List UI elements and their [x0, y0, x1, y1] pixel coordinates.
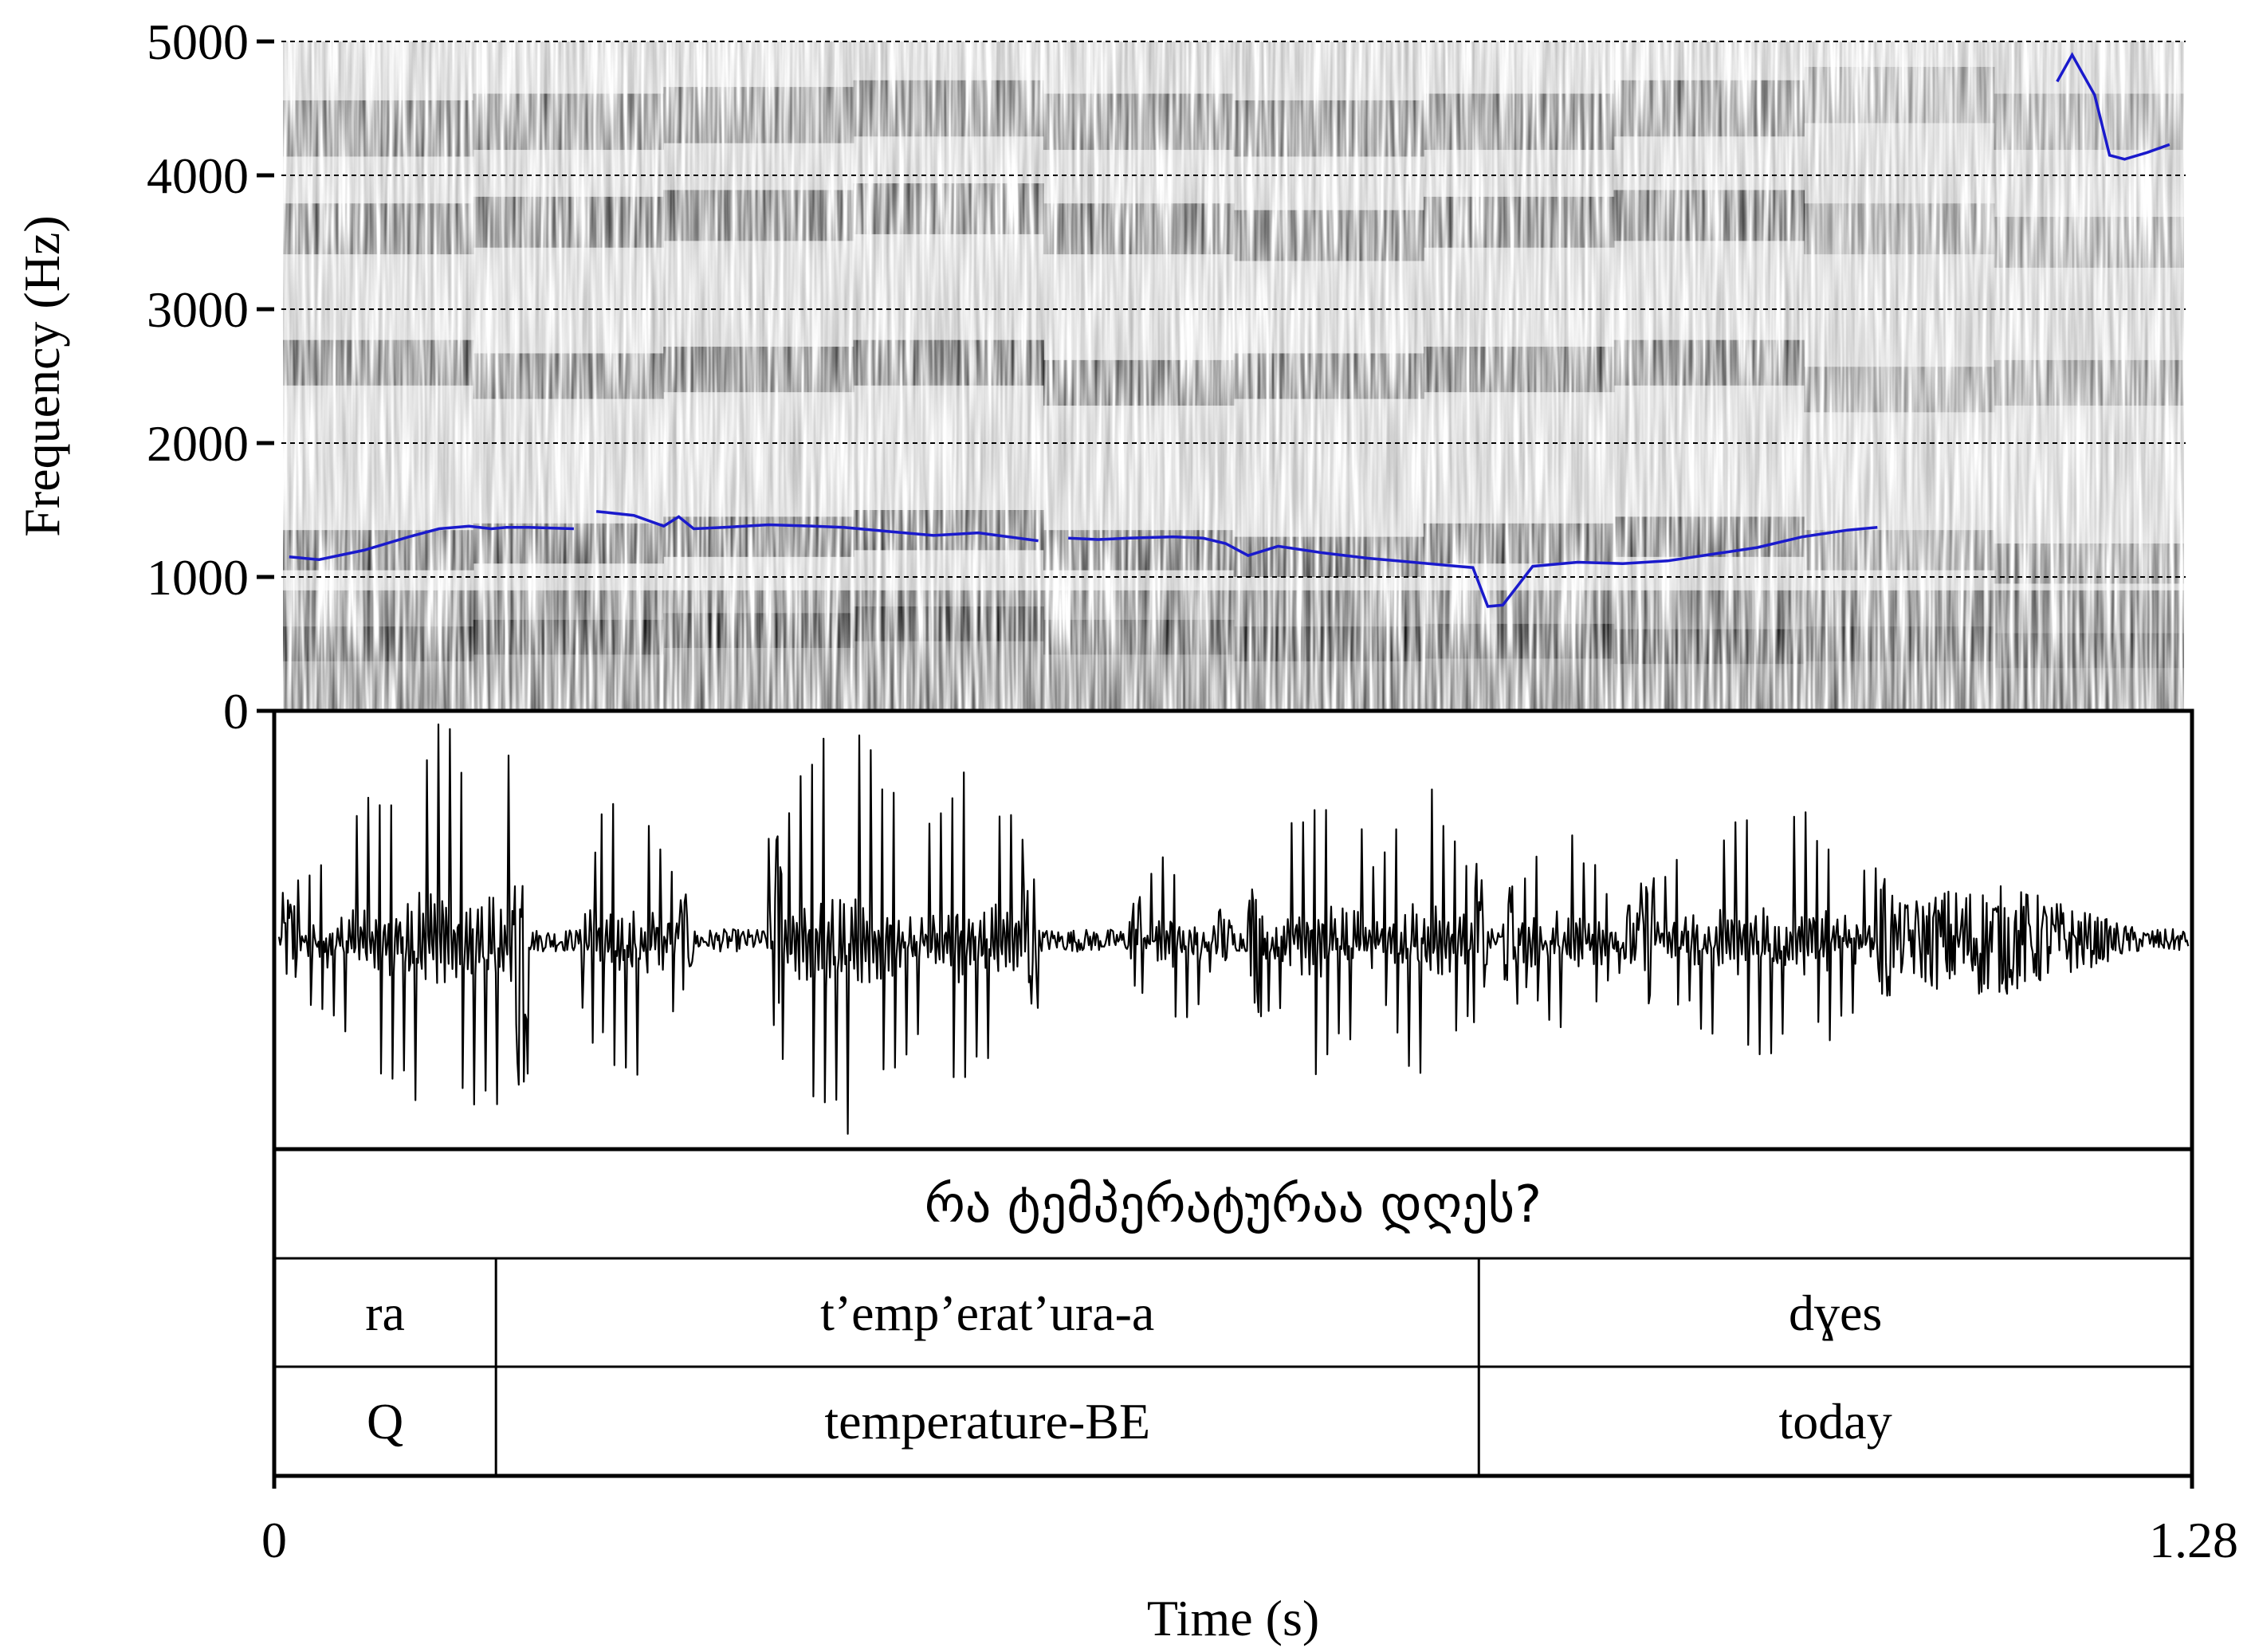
transcription-interval-text: ra [365, 1285, 405, 1341]
formant-band-f5 [473, 93, 664, 151]
formant-band-f4 [1043, 203, 1235, 255]
time-axis-end-label: 1.28 [2149, 1512, 2238, 1568]
formant-band-f3 [1994, 359, 2184, 406]
frequency-tick-label: 3000 [147, 281, 249, 338]
formant-band-f5 [1804, 66, 1995, 124]
formant-band-f2 [1804, 530, 1995, 571]
frequency-gridlines [281, 41, 2186, 578]
formant-band-f2 [1233, 536, 1424, 577]
spectrogram-panel: 0 1000 2000 3000 4000 5000 Frequency (Hz) [14, 14, 2186, 740]
frequency-axis: 0 1000 2000 3000 4000 5000 [147, 14, 274, 740]
formant-band-f2 [473, 523, 664, 564]
formant-band-f3 [1043, 359, 1235, 406]
tiers-frame [272, 1147, 2194, 1478]
formant-band-f3 [663, 347, 854, 393]
time-axis: 0 1.28 Time (s) [261, 1476, 2238, 1646]
formant-band-f5 [283, 100, 474, 157]
formant-band-f2 [283, 530, 474, 571]
formant-band-f4 [283, 203, 474, 255]
frequency-tick-label: 0 [223, 683, 249, 740]
formant-band-f3 [1804, 367, 1995, 413]
formant-band-f4 [1994, 217, 2184, 268]
waveform-panel [272, 708, 2194, 1152]
formant-band-f3 [283, 339, 474, 386]
formant-band-f4 [663, 190, 854, 241]
transcription-interval-text: dɣes [1789, 1285, 1882, 1341]
annotation-tiers: რა ტემპერატურაა დღეს? ra t’emp’erat’ura-a… [272, 1147, 2194, 1478]
spectrogram-energy [283, 41, 2184, 711]
frequency-tick-label: 4000 [147, 147, 249, 204]
formant-band-f3 [1424, 347, 1615, 393]
formant-band-f5 [1424, 93, 1615, 151]
pitch-track-segment [289, 524, 574, 561]
formant-band-f3 [1233, 353, 1424, 399]
pitch-track [289, 52, 2170, 608]
formant-band-f2 [1424, 523, 1615, 564]
formant-band-f4 [1613, 190, 1805, 241]
formant-band-f5 [663, 87, 854, 143]
transcription-interval-text: t’emp’erat’ura-a [820, 1285, 1154, 1341]
frequency-axis-label: Frequency (Hz) [14, 215, 70, 536]
low-frequency-energy [283, 590, 2184, 711]
pitch-track-segment [595, 509, 1039, 543]
formant-band-f2 [1043, 530, 1235, 571]
formant-band-f3 [1613, 339, 1805, 386]
formant-band-f5 [1994, 93, 2184, 151]
formant-band-f4 [1233, 210, 1424, 261]
formant-band-f2 [663, 516, 854, 557]
formant-band-f3 [473, 353, 664, 399]
formant-band-f2 [1613, 516, 1805, 557]
formant-band-f5 [1233, 100, 1424, 157]
frequency-tick-label: 2000 [147, 415, 249, 472]
formant-band-f5 [1613, 80, 1805, 137]
formant-band-f4 [1424, 196, 1615, 248]
gloss-interval-text: Q [367, 1393, 403, 1450]
formant-band-f4 [853, 183, 1044, 234]
formant-band-f4 [473, 196, 664, 248]
sentence-text: რა ტემპერატურაა დღეს? [925, 1175, 1542, 1234]
formant-band-f5 [1043, 93, 1235, 151]
time-axis-start-label: 0 [261, 1512, 287, 1568]
frequency-tick-label: 1000 [147, 549, 249, 606]
time-axis-label: Time (s) [1147, 1590, 1319, 1646]
formant-band-f3 [853, 339, 1044, 386]
pitch-track-segment [2056, 52, 2170, 161]
pitch-track-segment [1068, 526, 1878, 608]
frequency-tick-label: 5000 [147, 14, 249, 70]
gloss-interval-text: today [1779, 1393, 1892, 1450]
gloss-interval-text: temperature-BE [824, 1393, 1150, 1450]
formant-band-f4 [1804, 203, 1995, 255]
interval-tiers: ra t’emp’erat’ura-a dɣes Q temperature-BE tod… [274, 1257, 2192, 1475]
formant-band-f5 [853, 80, 1044, 137]
waveform-trace [277, 723, 2190, 1135]
